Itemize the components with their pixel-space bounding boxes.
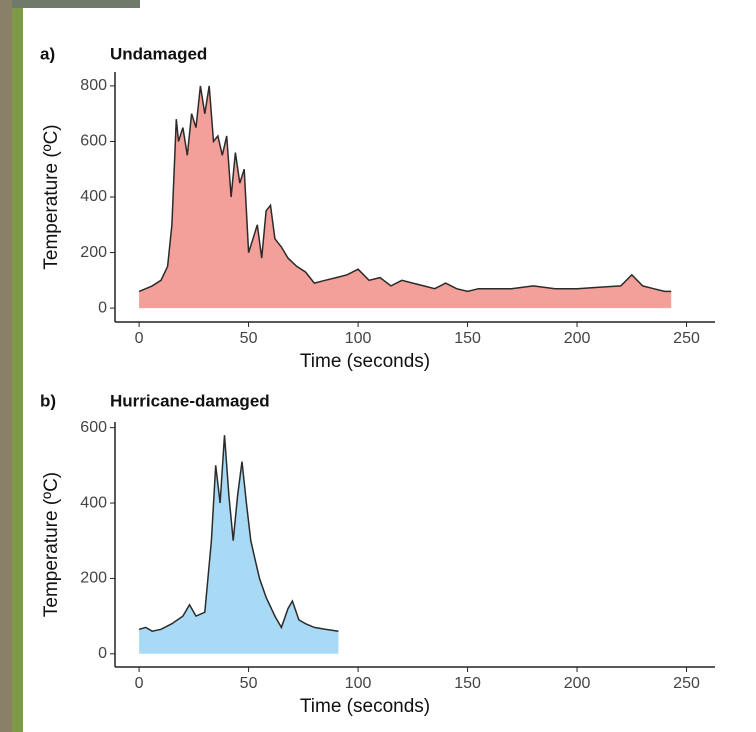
x-tick-label: 250: [673, 330, 700, 347]
panel-title: Undamaged: [110, 44, 207, 63]
x-tick-label: 50: [240, 330, 258, 347]
x-tick-label: 250: [673, 675, 700, 692]
y-tick-label: 800: [80, 77, 107, 94]
y-tick-label: 600: [80, 419, 107, 436]
y-axis-label: Temperature (ºC): [41, 124, 62, 269]
photo-strip: [0, 0, 12, 732]
area: [139, 85, 672, 309]
x-axis-label: Time (seconds): [300, 696, 430, 717]
line: [138, 85, 672, 293]
x-tick-label: 0: [135, 330, 144, 347]
x-tick-label: 150: [454, 675, 481, 692]
x-tick-label: 100: [345, 330, 372, 347]
y-tick-label: 400: [80, 494, 107, 511]
area: [139, 435, 339, 654]
y-axis-label: Temperature (ºC): [41, 472, 62, 617]
x-tick-label: 200: [564, 675, 591, 692]
photo-edge: [0, 0, 140, 8]
line: [138, 435, 339, 632]
x-tick-label: 200: [564, 330, 591, 347]
y-tick-label: 0: [98, 645, 107, 662]
panel-label: a): [40, 44, 55, 63]
x-axis-label: Time (seconds): [300, 351, 430, 372]
x-tick-label: 50: [240, 675, 258, 692]
x-tick-label: 150: [454, 330, 481, 347]
y-tick-label: 0: [98, 299, 107, 316]
panel-title: Hurricane-damaged: [110, 391, 270, 410]
y-tick-label: 600: [80, 133, 107, 150]
y-tick-label: 200: [80, 570, 107, 587]
y-tick-label: 400: [80, 188, 107, 205]
panel-label: b): [40, 391, 56, 410]
x-tick-label: 0: [135, 675, 144, 692]
y-tick-label: 200: [80, 244, 107, 261]
x-tick-label: 100: [345, 675, 372, 692]
green-bar: [12, 8, 23, 732]
